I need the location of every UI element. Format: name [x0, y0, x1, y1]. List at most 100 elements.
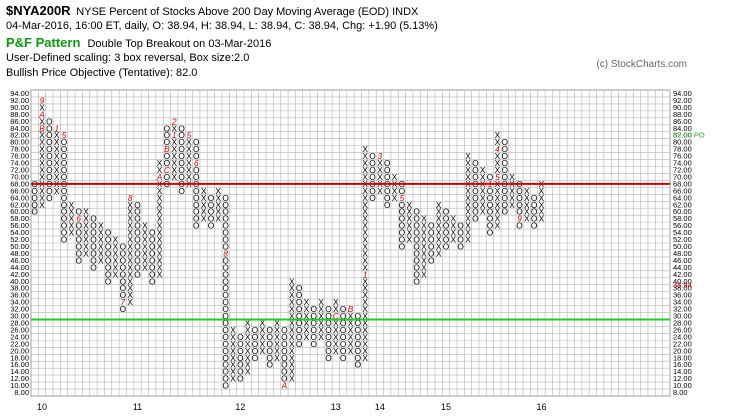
o-box: O	[164, 137, 171, 147]
x-box: X	[436, 241, 442, 251]
y-tick-label-left: 38.00	[10, 284, 29, 293]
y-tick-label-left: 42.00	[10, 270, 29, 279]
x-box: X	[480, 172, 486, 182]
o-box: O	[399, 228, 406, 238]
x-box: X	[289, 318, 295, 328]
x-box: X	[186, 151, 192, 161]
x-box: X	[171, 165, 177, 175]
o-box: O	[296, 283, 303, 293]
y-tick-label-right: 68.00	[673, 179, 692, 188]
x-box: X	[392, 193, 398, 203]
y-tick-label-left: 16.00	[10, 360, 29, 369]
y-tick-label-left: 40.00	[10, 277, 29, 286]
o-box: O	[61, 144, 68, 154]
o-box: O	[46, 186, 53, 196]
x-box: X	[216, 200, 222, 210]
o-box: O	[222, 262, 229, 272]
y-tick-label-left: 14.00	[10, 367, 29, 376]
o-box: O	[222, 235, 229, 245]
o-box: O	[340, 339, 347, 349]
o-box: O	[31, 193, 38, 203]
o-box: O	[340, 346, 347, 356]
y-tick-label-left: 22.00	[10, 339, 29, 348]
pattern-line: P&F Pattern Double Top Breakout on 03-Ma…	[6, 35, 271, 50]
o-box: O	[325, 325, 332, 335]
o-box: O	[266, 360, 273, 370]
y-tick-label-left: 84.00	[10, 124, 29, 133]
x-box: X	[318, 304, 324, 314]
x-box: X	[495, 186, 501, 196]
pattern-description: Double Top Breakout on 03-Mar-2016	[87, 38, 272, 50]
y-tick-label-left: 56.00	[10, 221, 29, 230]
y-tick-label-right: 52.00	[673, 235, 692, 244]
x-box: X	[480, 186, 486, 196]
x-box: X	[362, 158, 368, 168]
o-box: O	[222, 311, 229, 321]
y-tick-label-left: 76.00	[10, 152, 29, 161]
x-box: X	[289, 346, 295, 356]
o-box: O	[222, 241, 229, 251]
x-box: X	[98, 255, 104, 265]
x-box: X	[362, 283, 368, 293]
o-box: O	[472, 186, 479, 196]
x-box: X	[127, 207, 133, 217]
x-box: X	[201, 207, 207, 217]
month-marker: 5	[187, 130, 192, 140]
x-box: X	[127, 276, 133, 286]
x-box: X	[230, 353, 236, 363]
x-box: X	[157, 235, 163, 245]
y-tick-label-left: 58.00	[10, 214, 29, 223]
o-box: O	[178, 137, 185, 147]
x-box: X	[142, 255, 148, 265]
month-marker: A	[281, 381, 288, 391]
y-tick-label-right: 30.00	[673, 312, 692, 321]
y-tick-label-right: 60.00	[673, 207, 692, 216]
o-box: O	[325, 311, 332, 321]
x-box: X	[186, 144, 192, 154]
o-box: O	[252, 346, 259, 356]
o-box: O	[134, 241, 141, 251]
x-box: X	[495, 214, 501, 224]
o-box: O	[311, 318, 318, 328]
o-box: O	[399, 221, 406, 231]
x-box: X	[260, 318, 266, 328]
y-tick-label-left: 12.00	[10, 374, 29, 383]
o-box: O	[355, 339, 362, 349]
x-box: X	[69, 228, 75, 238]
x-box: X	[69, 207, 75, 217]
o-box: O	[164, 123, 171, 133]
x-box: X	[83, 207, 89, 217]
x-box: X	[421, 269, 427, 279]
o-box: O	[193, 165, 200, 175]
o-box: O	[61, 172, 68, 182]
x-box: X	[157, 207, 163, 217]
x-box: X	[83, 221, 89, 231]
y-tick-label-right: 18.00	[673, 353, 692, 362]
x-box: X	[186, 172, 192, 182]
o-box: O	[193, 207, 200, 217]
o-box: O	[296, 339, 303, 349]
x-box: X	[289, 297, 295, 307]
x-box: X	[524, 214, 530, 224]
x-box: X	[245, 353, 251, 363]
o-box: O	[501, 137, 508, 147]
x-box: X	[421, 235, 427, 245]
o-box: O	[369, 158, 376, 168]
o-box: O	[46, 158, 53, 168]
x-box: X	[304, 325, 310, 335]
x-box: X	[289, 290, 295, 300]
x-box: X	[54, 144, 60, 154]
x-box: X	[127, 283, 133, 293]
o-box: O	[90, 248, 97, 258]
x-box: X	[142, 241, 148, 251]
x-box: X	[465, 235, 471, 245]
x-box: X	[333, 304, 339, 314]
y-tick-label-left: 68.00	[10, 179, 29, 188]
o-box: O	[61, 158, 68, 168]
pattern-title: P&F Pattern	[6, 35, 81, 50]
x-box: X	[245, 325, 251, 335]
x-box: X	[304, 297, 310, 307]
o-box: O	[457, 241, 464, 251]
month-marker: 4	[495, 144, 500, 154]
o-box: O	[384, 172, 391, 182]
